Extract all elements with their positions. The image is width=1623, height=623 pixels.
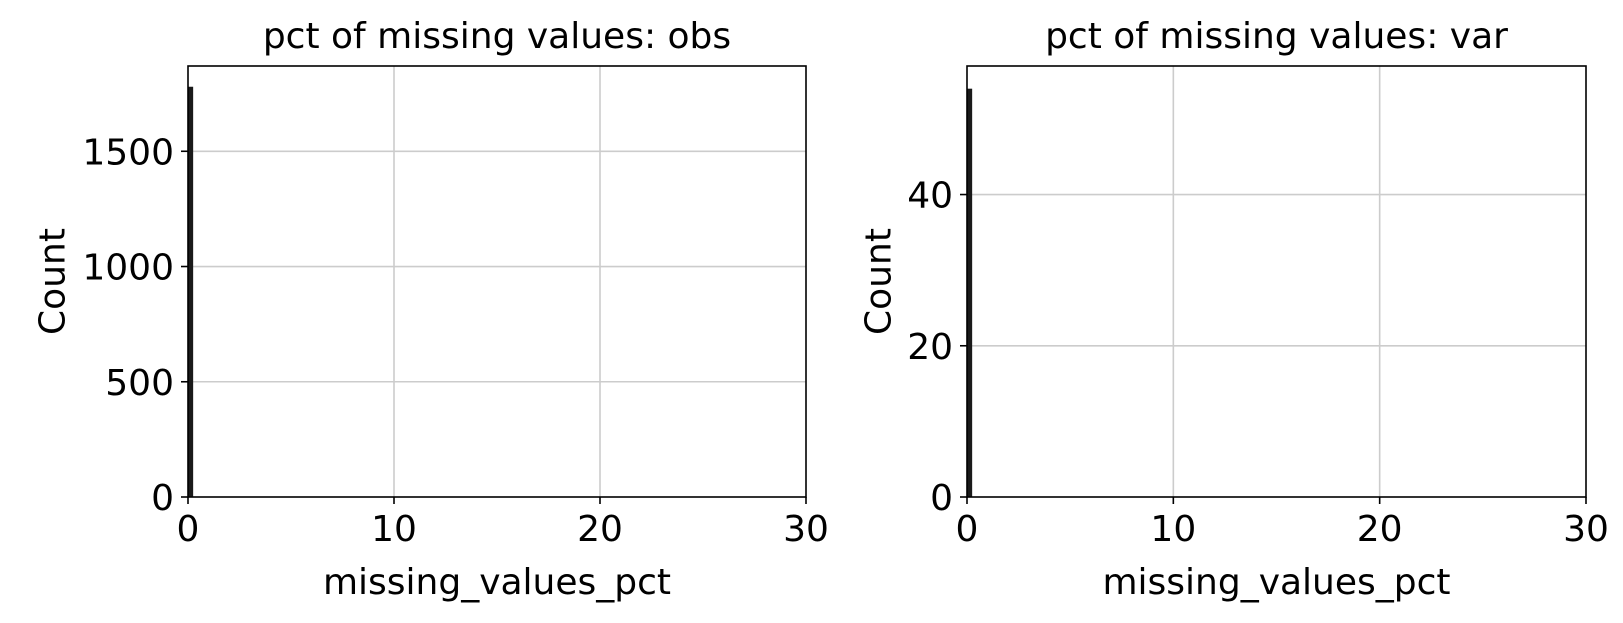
x-tick-label: 0 [177, 509, 200, 550]
histogram-bar [188, 86, 194, 497]
x-tick-label: 20 [1357, 509, 1403, 550]
plot-frame [187, 65, 807, 498]
y-tick-label: 20 [907, 327, 953, 368]
y-tick-label: 1500 [82, 132, 174, 173]
histogram-bar [967, 88, 973, 498]
x-tick-label: 10 [371, 509, 417, 550]
x-axis-label: missing_values_pct [1102, 562, 1450, 603]
y-axis-label: Count [33, 228, 74, 335]
y-tick-label: 500 [105, 363, 174, 404]
x-tick-label: 30 [783, 509, 829, 550]
y-tick-label: 1000 [82, 248, 174, 289]
x-axis-label: missing_values_pct [323, 562, 671, 603]
x-tick-label: 20 [577, 509, 623, 550]
x-tick-label: 30 [1563, 509, 1609, 550]
x-tick-label: 0 [956, 509, 979, 550]
y-tick-label: 0 [930, 478, 953, 519]
chart-obs: pct of missing values: obs missing_value… [33, 16, 829, 603]
chart-var: pct of missing values: var missing_value… [859, 16, 1609, 603]
x-tick-label: 10 [1150, 509, 1196, 550]
chart-title: pct of missing values: obs [263, 16, 731, 57]
chart-title: pct of missing values: var [1045, 16, 1508, 57]
y-tick-label: 0 [151, 478, 174, 519]
plot-frame [966, 65, 1587, 498]
y-tick-label: 40 [907, 176, 953, 217]
y-axis-label: Count [859, 228, 900, 335]
